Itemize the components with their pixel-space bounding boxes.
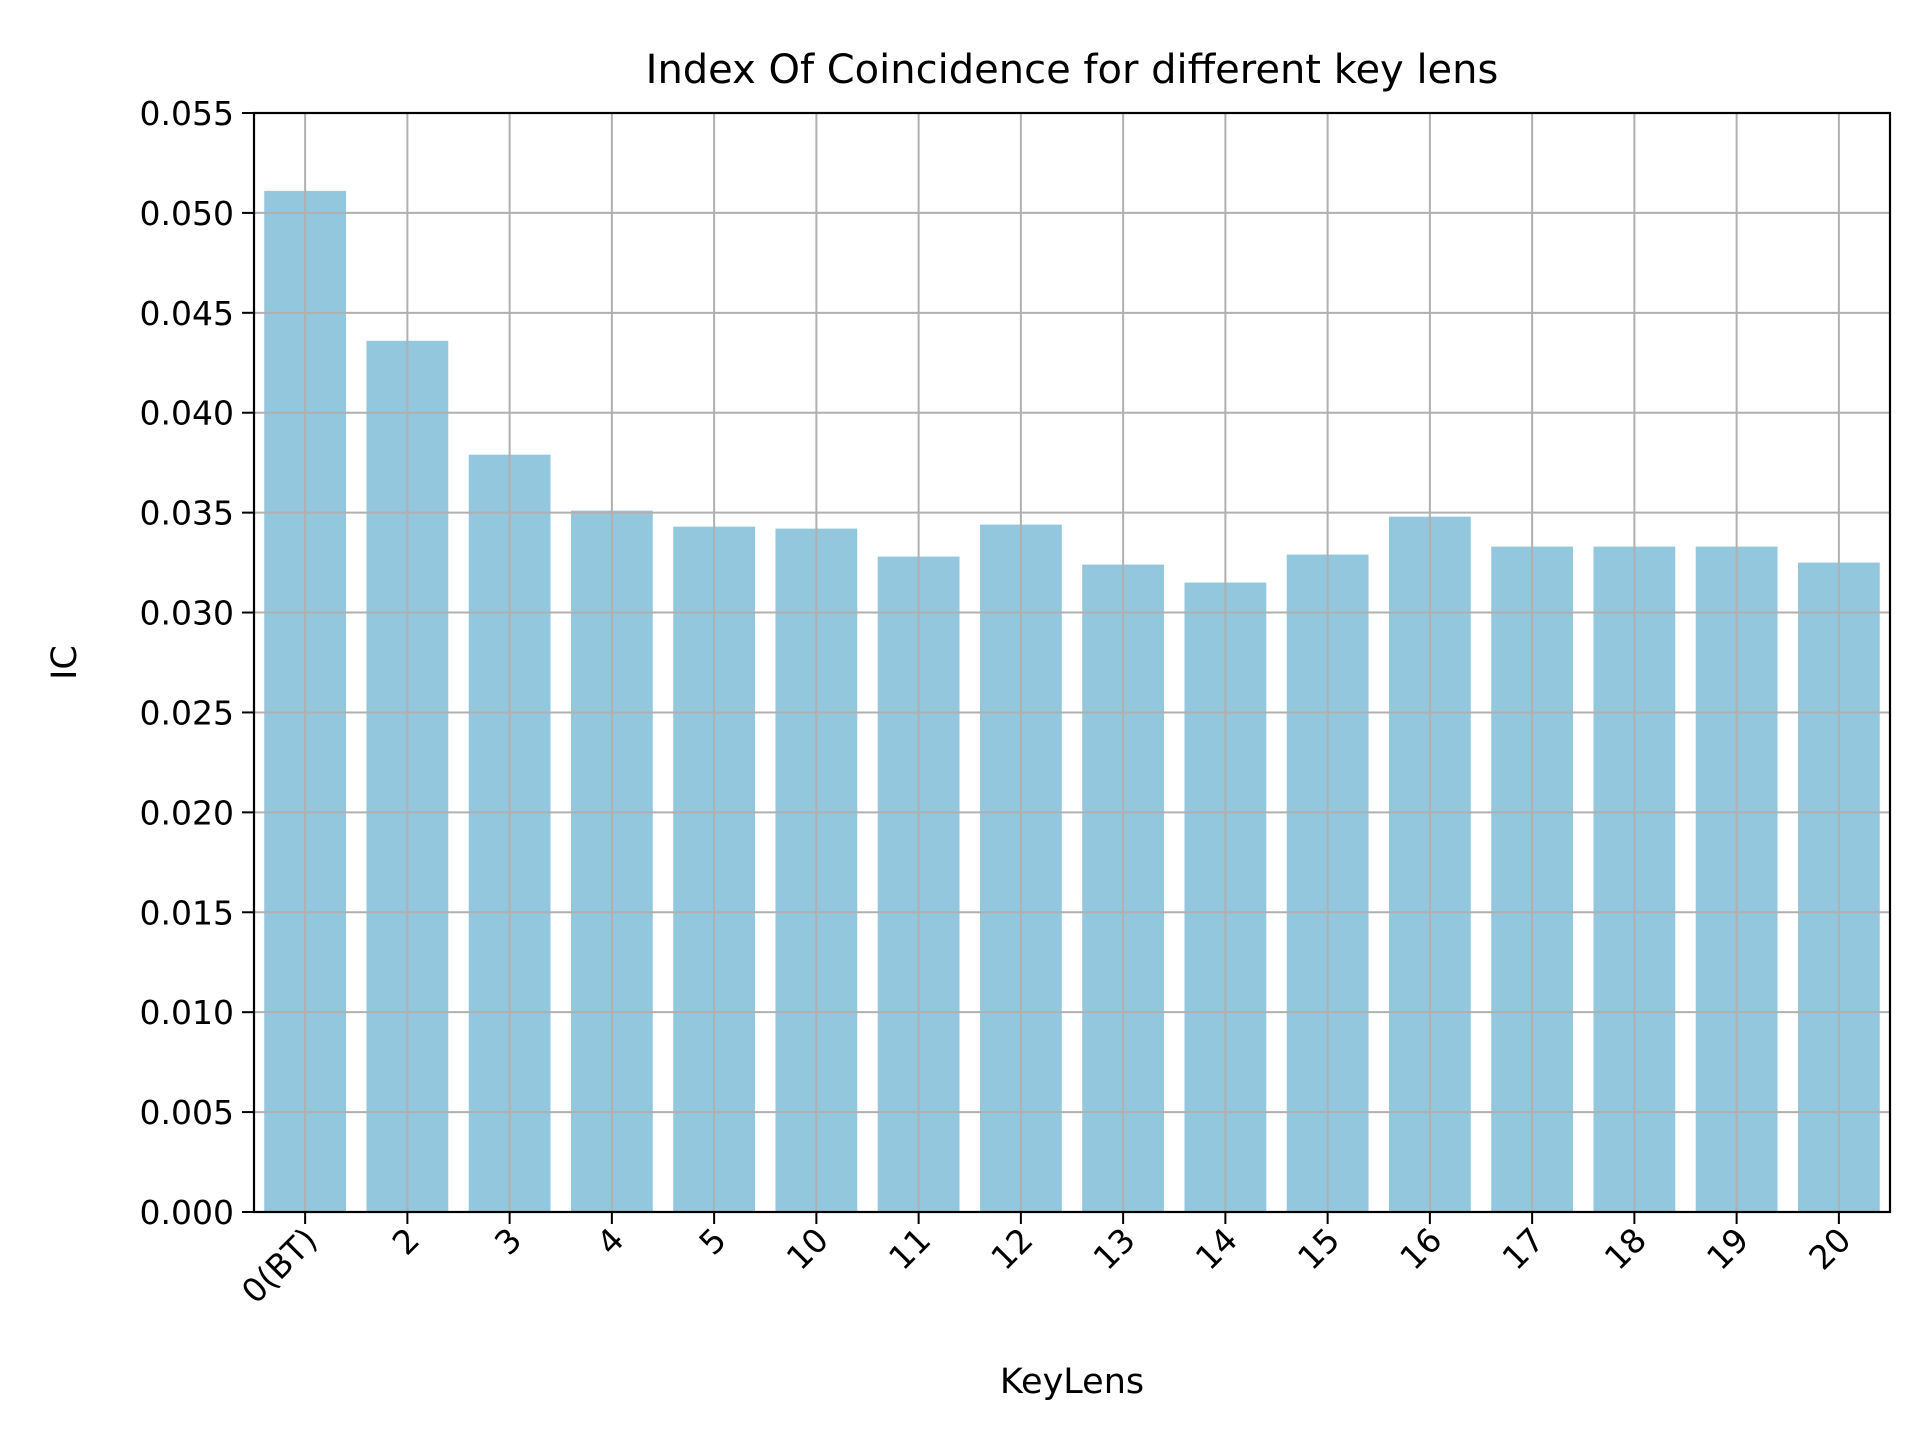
y-tick-label: 0.055 (140, 94, 234, 133)
y-tick-label: 0.025 (140, 693, 234, 732)
x-axis-label: KeyLens (1000, 1362, 1144, 1402)
y-tick-label: 0.010 (140, 993, 234, 1032)
y-tick-label: 0.030 (140, 594, 234, 633)
x-tick-label: 17 (1495, 1220, 1552, 1277)
y-tick-label: 0.005 (140, 1093, 234, 1132)
x-tick-label: 14 (1188, 1220, 1245, 1277)
y-tick-label: 0.040 (140, 394, 234, 433)
x-tick-label: 5 (691, 1220, 733, 1262)
x-tick-label: 16 (1392, 1220, 1449, 1277)
x-tick-label: 13 (1086, 1220, 1143, 1277)
x-tick-label: 4 (589, 1220, 631, 1262)
x-tick-label: 3 (487, 1220, 529, 1262)
y-tick-label: 0.020 (140, 793, 234, 832)
y-tick-label: 0.035 (140, 494, 234, 533)
y-tick-label: 0.015 (140, 893, 234, 932)
y-tick-label: 0.045 (140, 294, 234, 333)
x-tick-label: 10 (779, 1220, 836, 1277)
x-tick-label: 11 (881, 1220, 938, 1277)
x-tick-label: 18 (1597, 1220, 1654, 1277)
x-tick-label: 2 (385, 1220, 427, 1262)
x-tick-label: 15 (1290, 1220, 1347, 1277)
x-tick-label: 20 (1801, 1220, 1858, 1277)
bars-layer (264, 190, 1880, 1213)
x-tick-label: 0(BT) (234, 1220, 325, 1311)
y-tick-label: 0.000 (140, 1193, 234, 1232)
y-tick-label: 0.050 (140, 194, 234, 233)
x-tick-label: 19 (1699, 1220, 1756, 1277)
chart-title: Index Of Coincidence for different key l… (646, 47, 1499, 93)
y-axis-label: IC (45, 645, 85, 680)
x-tick-label: 12 (983, 1220, 1040, 1277)
plot-frame (252, 111, 1892, 1214)
